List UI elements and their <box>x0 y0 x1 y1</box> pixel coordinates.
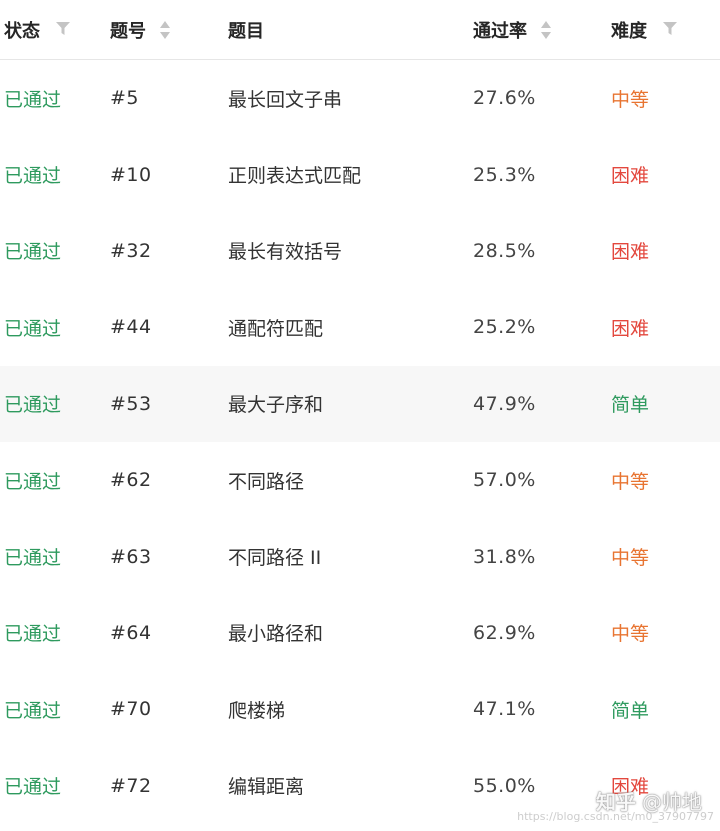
difficulty-cell: 中等 <box>611 623 650 646</box>
pass-rate-cell: 25.2% <box>473 316 536 339</box>
pass-rate-cell: 55.0% <box>473 774 536 797</box>
status-cell: 已通过 <box>4 88 62 111</box>
problem-title-link[interactable]: 爬楼梯 <box>228 699 286 722</box>
table-row[interactable]: 已通过 #10 正则表达式匹配 25.3% 困难 <box>0 136 720 212</box>
difficulty-cell: 中等 <box>611 547 650 570</box>
difficulty-column-header[interactable]: 难度 <box>611 0 677 59</box>
problem-id-cell: #72 <box>110 774 152 797</box>
problem-title-link[interactable]: 最小路径和 <box>228 623 324 646</box>
pass-rate-cell: 47.9% <box>473 392 536 415</box>
problem-id-cell: #10 <box>110 163 152 186</box>
problem-title-link[interactable]: 最长有效括号 <box>228 241 343 264</box>
status-cell: 已通过 <box>4 165 62 188</box>
rate-column-header[interactable]: 通过率 <box>473 0 551 59</box>
problem-id-cell: #44 <box>110 316 152 339</box>
title-column-header: 题目 <box>228 0 264 59</box>
table-row[interactable]: 已通过 #70 爬楼梯 47.1% 简单 <box>0 671 720 747</box>
problem-id-cell: #70 <box>110 698 152 721</box>
filter-icon[interactable] <box>663 19 677 40</box>
problem-id-cell: #5 <box>110 87 140 110</box>
id-column-header[interactable]: 题号 <box>110 0 170 59</box>
difficulty-cell: 简单 <box>611 394 650 417</box>
table-row-hovered[interactable]: 已通过 #53 最大子序和 47.9% 简单 <box>0 365 720 442</box>
status-cell: 已通过 <box>4 547 62 570</box>
table-row[interactable]: 已通过 #64 最小路径和 62.9% 中等 <box>0 595 720 671</box>
problem-title-link[interactable]: 不同路径 <box>228 470 305 493</box>
pass-rate-cell: 62.9% <box>473 621 536 644</box>
problem-title-link[interactable]: 正则表达式匹配 <box>228 165 362 188</box>
table-header: 状态 题号 题目 通过率 <box>0 0 720 60</box>
problem-title-link[interactable]: 通配符匹配 <box>228 317 324 340</box>
id-header-label: 题号 <box>110 20 146 42</box>
problem-title-link[interactable]: 最大子序和 <box>228 394 324 417</box>
table-row[interactable]: 已通过 #72 编辑距离 55.0% 困难 <box>0 748 720 824</box>
table-row[interactable]: 已通过 #63 不同路径 II 31.8% 中等 <box>0 518 720 594</box>
pass-rate-cell: 31.8% <box>473 545 536 568</box>
status-header-label: 状态 <box>4 20 40 42</box>
difficulty-cell: 困难 <box>611 776 650 799</box>
table-row[interactable]: 已通过 #5 最长回文子串 27.6% 中等 <box>0 60 720 136</box>
pass-rate-cell: 28.5% <box>473 239 536 262</box>
status-cell: 已通过 <box>4 623 62 646</box>
sort-icon[interactable] <box>541 20 551 39</box>
status-cell: 已通过 <box>4 470 62 493</box>
table-row[interactable]: 已通过 #32 最长有效括号 28.5% 困难 <box>0 213 720 289</box>
pass-rate-cell: 57.0% <box>473 469 536 492</box>
title-header-label: 题目 <box>228 20 264 42</box>
pass-rate-cell: 25.3% <box>473 163 536 186</box>
rate-header-label: 通过率 <box>473 20 527 42</box>
pass-rate-cell: 27.6% <box>473 87 536 110</box>
status-cell: 已通过 <box>4 394 62 417</box>
difficulty-cell: 中等 <box>611 88 650 111</box>
pass-rate-cell: 47.1% <box>473 698 536 721</box>
filter-icon[interactable] <box>56 19 70 40</box>
sort-icon[interactable] <box>160 20 170 39</box>
table-row[interactable]: 已通过 #62 不同路径 57.0% 中等 <box>0 442 720 518</box>
status-column-header[interactable]: 状态 <box>4 0 70 59</box>
problem-id-cell: #53 <box>110 392 152 415</box>
difficulty-header-label: 难度 <box>611 20 647 42</box>
table-body: 已通过 #5 最长回文子串 27.6% 中等 已通过 #10 正则表达式匹配 2… <box>0 60 720 824</box>
difficulty-cell: 困难 <box>611 165 650 188</box>
status-cell: 已通过 <box>4 776 62 799</box>
problem-title-link[interactable]: 编辑距离 <box>228 776 305 799</box>
status-cell: 已通过 <box>4 241 62 264</box>
problem-title-link[interactable]: 不同路径 II <box>228 547 322 570</box>
problem-id-cell: #62 <box>110 469 152 492</box>
problem-title-link[interactable]: 最长回文子串 <box>228 88 343 111</box>
problem-id-cell: #63 <box>110 545 152 568</box>
status-cell: 已通过 <box>4 699 62 722</box>
table-row[interactable]: 已通过 #44 通配符匹配 25.2% 困难 <box>0 289 720 365</box>
difficulty-cell: 中等 <box>611 470 650 493</box>
status-cell: 已通过 <box>4 317 62 340</box>
problem-id-cell: #64 <box>110 621 152 644</box>
difficulty-cell: 困难 <box>611 241 650 264</box>
difficulty-cell: 简单 <box>611 699 650 722</box>
problem-id-cell: #32 <box>110 239 152 262</box>
difficulty-cell: 困难 <box>611 317 650 340</box>
